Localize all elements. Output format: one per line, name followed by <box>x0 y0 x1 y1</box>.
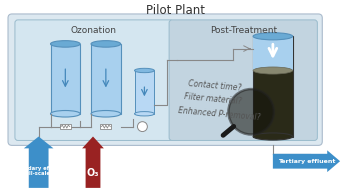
Bar <box>100 124 111 129</box>
Ellipse shape <box>135 68 154 73</box>
Bar <box>253 36 293 136</box>
Text: Secondary effluent
from full-scale WWTP: Secondary effluent from full-scale WWTP <box>7 166 71 177</box>
FancyArrow shape <box>273 150 340 172</box>
Text: Contact time?: Contact time? <box>188 79 242 92</box>
Ellipse shape <box>91 41 121 47</box>
FancyArrow shape <box>24 136 54 188</box>
Ellipse shape <box>51 41 80 47</box>
Ellipse shape <box>51 111 80 117</box>
Ellipse shape <box>135 112 154 116</box>
Ellipse shape <box>253 133 293 140</box>
Bar <box>51 44 80 114</box>
Ellipse shape <box>253 33 293 40</box>
Bar <box>135 70 154 114</box>
FancyBboxPatch shape <box>8 14 322 145</box>
Text: Enhanced P-removal?: Enhanced P-removal? <box>177 106 261 122</box>
Circle shape <box>137 122 147 132</box>
Text: O₃: O₃ <box>87 168 99 178</box>
Ellipse shape <box>91 111 121 117</box>
Bar <box>91 44 121 114</box>
FancyBboxPatch shape <box>169 20 317 140</box>
Text: Filter material?: Filter material? <box>183 92 242 106</box>
FancyBboxPatch shape <box>15 20 173 140</box>
Circle shape <box>228 89 274 135</box>
Text: Pilot Plant: Pilot Plant <box>146 4 204 16</box>
Text: Tertiary effluent: Tertiary effluent <box>278 159 335 164</box>
Text: Ozonation: Ozonation <box>71 26 117 35</box>
Bar <box>60 124 71 129</box>
Bar <box>253 36 293 70</box>
FancyArrow shape <box>82 136 104 188</box>
Text: Post-Treatment: Post-Treatment <box>210 26 277 35</box>
Ellipse shape <box>253 67 293 74</box>
